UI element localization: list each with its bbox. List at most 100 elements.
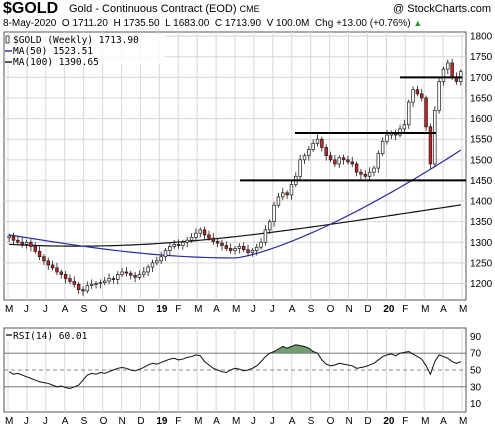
rsi-xtick-label: O bbox=[327, 416, 335, 427]
candle-body bbox=[107, 278, 111, 282]
candle-body bbox=[233, 248, 237, 251]
candle-body bbox=[302, 155, 307, 161]
price-tick-label: 1600 bbox=[470, 114, 493, 125]
price-tick-label: 1400 bbox=[470, 197, 493, 208]
candle-body bbox=[94, 283, 98, 285]
price-xtick-label: J bbox=[43, 304, 48, 315]
candle-body bbox=[124, 271, 129, 274]
price-xtick-label: O bbox=[100, 304, 108, 315]
candle-body bbox=[315, 138, 320, 144]
candle-body bbox=[433, 109, 437, 165]
price-xtick-label: A bbox=[440, 304, 447, 315]
candle-body bbox=[85, 285, 90, 292]
candle-body bbox=[272, 204, 276, 223]
rsi-xtick-label: J bbox=[270, 416, 275, 427]
candle-body bbox=[29, 241, 33, 247]
candle-body bbox=[289, 184, 294, 196]
candle-body bbox=[385, 134, 389, 142]
stat-close: C 1713.90 bbox=[214, 18, 262, 29]
price-tick-label: 1250 bbox=[470, 258, 493, 269]
candle-body bbox=[346, 159, 350, 163]
candle-body bbox=[172, 243, 176, 247]
rsi-xtick-label: A bbox=[62, 416, 69, 427]
rsi-legend: RSI(14) 60.01 bbox=[5, 330, 97, 342]
candle-body bbox=[307, 149, 311, 157]
price-tick-label: 1450 bbox=[470, 176, 493, 187]
rsi-line bbox=[8, 344, 462, 389]
candle-body bbox=[298, 159, 302, 177]
price-xtick-label: 19 bbox=[156, 304, 168, 315]
candle-body bbox=[159, 256, 163, 262]
candle-body bbox=[437, 81, 441, 111]
candle-body bbox=[380, 140, 385, 154]
candle-body bbox=[137, 274, 142, 278]
price-xtick-label: M bbox=[232, 304, 240, 315]
candle-body bbox=[215, 241, 220, 244]
candle-body bbox=[328, 155, 333, 161]
instrument-subtitle: Gold - Continuous Contract (EOD) CME bbox=[69, 3, 260, 15]
candle-body bbox=[411, 89, 415, 103]
candle-body bbox=[72, 281, 77, 285]
candle-body bbox=[89, 283, 94, 286]
candle-body bbox=[11, 235, 16, 241]
ma50-line bbox=[9, 149, 462, 259]
price-tick-label: 1200 bbox=[470, 279, 493, 290]
rsi-xtick-label: D bbox=[137, 416, 144, 427]
candle-body bbox=[415, 89, 420, 95]
candle-body bbox=[42, 256, 46, 262]
price-tick-label: 1350 bbox=[470, 217, 493, 228]
price-xtick-label: S bbox=[308, 304, 315, 315]
rsi-xtick-label: M bbox=[232, 416, 240, 427]
price-xtick-label: F bbox=[402, 304, 408, 315]
rsi-xtick-label: S bbox=[81, 416, 88, 427]
provider-credit: @ StockCharts.com bbox=[393, 3, 491, 15]
instrument-name: Gold - Continuous Contract (EOD) bbox=[69, 3, 237, 15]
candle-body bbox=[176, 243, 181, 246]
candle-body bbox=[142, 271, 146, 275]
candle-body bbox=[255, 246, 259, 251]
stat-date: 8-May-2020 bbox=[3, 18, 57, 29]
candle-body bbox=[224, 245, 229, 249]
price-tick-label: 1750 bbox=[470, 52, 493, 63]
price-xtick-label: F bbox=[175, 304, 181, 315]
rsi-overbought-fill bbox=[269, 344, 318, 354]
candle-body bbox=[189, 236, 194, 241]
candle-body bbox=[285, 192, 289, 196]
candle-body bbox=[376, 153, 381, 169]
candle-body bbox=[129, 272, 133, 276]
candle-body bbox=[111, 278, 116, 280]
price-tick-label: 1500 bbox=[470, 155, 493, 166]
price-xtick-label: J bbox=[270, 304, 275, 315]
candle-body bbox=[250, 250, 255, 253]
price-xtick-label: S bbox=[81, 304, 88, 315]
candle-body bbox=[211, 237, 215, 242]
ticker-symbol: $GOLD bbox=[3, 0, 59, 17]
price-xtick-label: J bbox=[251, 304, 256, 315]
candle-body bbox=[268, 221, 272, 231]
candle-body bbox=[398, 128, 402, 136]
price-xtick-label: A bbox=[62, 304, 69, 315]
stat-change: Chg +13.00 (+0.76%) bbox=[314, 18, 411, 29]
rsi-xtick-label: A bbox=[213, 416, 220, 427]
candle-body bbox=[311, 142, 315, 150]
price-xtick-label: M bbox=[194, 304, 202, 315]
price-xtick-label: M bbox=[5, 304, 13, 315]
candle-body bbox=[367, 171, 372, 177]
candle-body bbox=[333, 159, 337, 165]
price-xtick-label: N bbox=[119, 304, 126, 315]
candle-body bbox=[103, 280, 107, 284]
candle-body bbox=[194, 232, 198, 238]
candle-body bbox=[407, 101, 411, 126]
price-xtick-label: N bbox=[346, 304, 353, 315]
rsi-xtick-label: J bbox=[24, 416, 29, 427]
candle-body bbox=[337, 157, 341, 165]
candle-body bbox=[441, 68, 446, 82]
candle-body bbox=[202, 229, 207, 236]
candle-body bbox=[320, 138, 324, 148]
candle-body bbox=[24, 241, 29, 245]
rsi-xtick-label: M bbox=[459, 416, 467, 427]
rsi-xtick-label: S bbox=[308, 416, 315, 427]
